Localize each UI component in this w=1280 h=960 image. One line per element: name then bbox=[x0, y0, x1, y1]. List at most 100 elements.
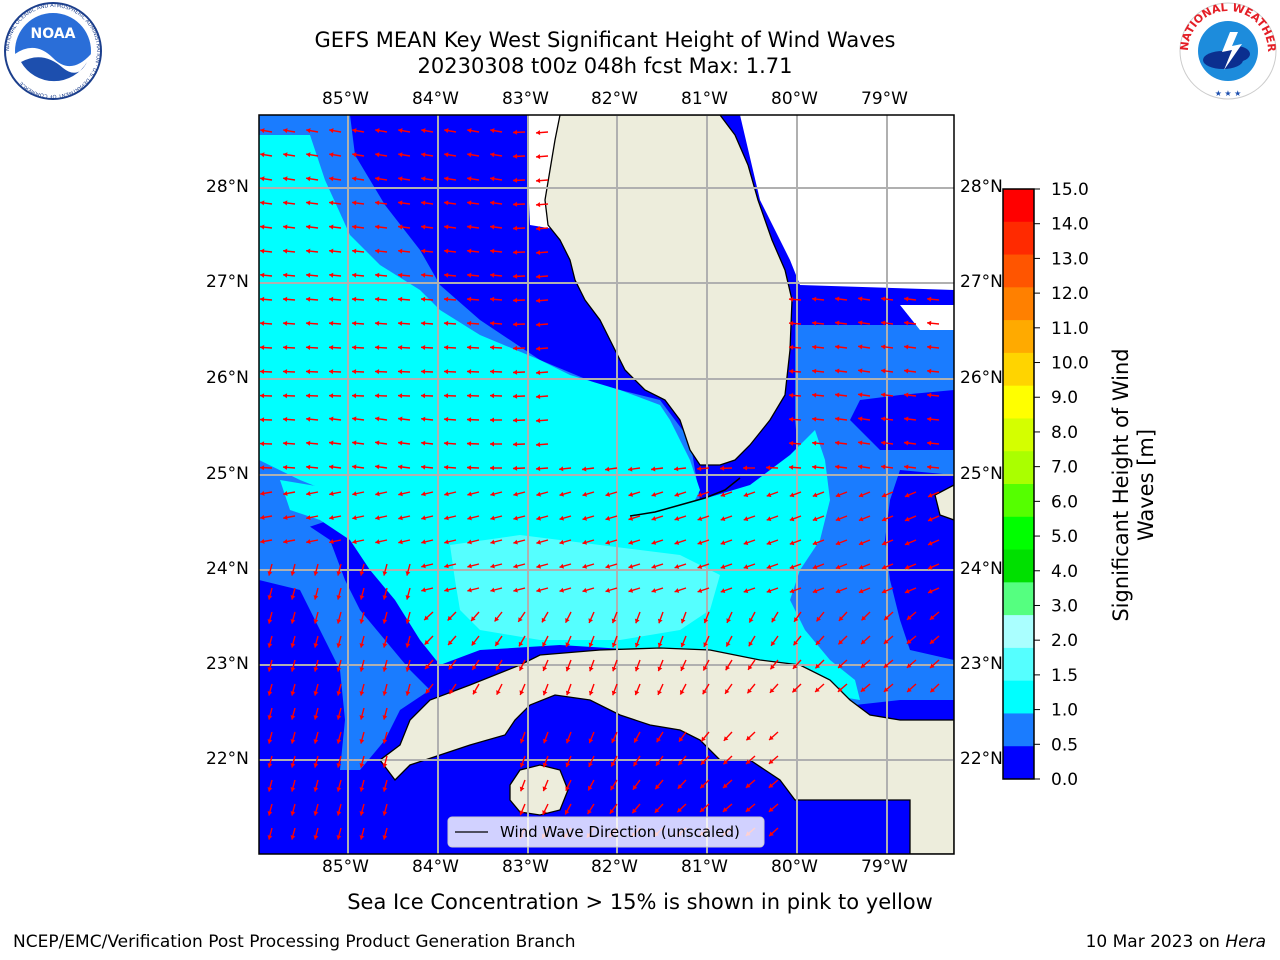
lon-label-bottom: 84°W bbox=[412, 857, 459, 877]
wave-direction-arrowhead bbox=[267, 787, 273, 792]
wave-direction-arrowhead bbox=[313, 715, 319, 720]
wave-direction-arrowhead bbox=[444, 176, 449, 182]
wave-direction-arrowhead bbox=[697, 516, 703, 521]
wave-direction-arrowhead bbox=[858, 564, 864, 570]
wave-direction-arrowhead bbox=[267, 811, 273, 816]
wave-direction-arrowhead bbox=[421, 296, 426, 302]
wave-direction-arrowhead bbox=[812, 464, 817, 470]
wave-direction-arrowhead bbox=[398, 369, 403, 375]
wave-direction-arrowhead bbox=[674, 540, 680, 545]
wave-direction-arrowhead bbox=[421, 248, 426, 254]
wave-direction-arrowhead bbox=[722, 807, 728, 812]
wave-direction-arrowhead bbox=[336, 595, 342, 600]
wave-direction-arrowhead bbox=[329, 320, 334, 326]
wave-direction-arrowhead bbox=[657, 618, 663, 624]
wave-direction-arrowhead bbox=[421, 539, 426, 545]
chart-title: GEFS MEAN Key West Significant Height of… bbox=[230, 27, 980, 79]
no-data-region-bahamas bbox=[900, 305, 954, 330]
wave-direction-arrowhead bbox=[448, 664, 454, 670]
wave-direction-arrowhead bbox=[812, 516, 818, 522]
wave-direction-arrowhead bbox=[444, 515, 449, 521]
wave-band-1.0-1.5 bbox=[259, 135, 700, 515]
wave-direction-arrowhead bbox=[283, 345, 288, 350]
wave-direction-arrowhead bbox=[536, 226, 541, 232]
wave-direction-arrowhead bbox=[536, 298, 541, 304]
wave-direction-arrowhead bbox=[290, 691, 296, 696]
noaa-logo-text: NOAA bbox=[31, 26, 76, 42]
wave-direction-arrowhead bbox=[352, 539, 357, 545]
wave-direction-arrowhead bbox=[359, 763, 365, 768]
wave-direction-arrowhead bbox=[336, 715, 342, 720]
wave-direction-arrowhead bbox=[306, 345, 311, 350]
colorbar-label-line-2: Waves [m] bbox=[1134, 428, 1158, 542]
wave-direction-arrowhead bbox=[927, 392, 932, 398]
wave-direction-arrowhead bbox=[559, 466, 564, 472]
wave-direction-arrowhead bbox=[697, 466, 702, 472]
wave-direction-arrowhead bbox=[306, 272, 311, 278]
wave-direction-arrowhead bbox=[359, 595, 365, 600]
wave-direction-arrowhead bbox=[382, 739, 388, 744]
wave-direction-arrowhead bbox=[421, 393, 426, 399]
wave-direction-arrowhead bbox=[536, 563, 541, 569]
wave-direction-arrowhead bbox=[267, 835, 273, 840]
wave-direction-arrowhead bbox=[352, 296, 357, 302]
wave-direction-arrowhead bbox=[536, 154, 541, 160]
wave-direction-arrowhead bbox=[513, 153, 518, 159]
colorbar-tick-label: 6.0 bbox=[1051, 492, 1078, 512]
wave-direction-arrowhead bbox=[634, 737, 639, 743]
wave-direction-arrowhead bbox=[858, 540, 864, 546]
wave-direction-arrowhead bbox=[329, 200, 334, 206]
wave-direction-arrowhead bbox=[336, 811, 342, 816]
colorbar-swatch bbox=[1003, 320, 1034, 354]
wave-direction-arrowhead bbox=[513, 515, 518, 521]
wave-direction-arrowhead bbox=[930, 663, 935, 668]
wave-direction-arrowhead bbox=[769, 735, 774, 740]
colorbar-tick-label: 9.0 bbox=[1051, 388, 1078, 408]
wave-direction-arrowhead bbox=[260, 465, 265, 471]
wave-direction-arrowhead bbox=[519, 666, 524, 671]
wave-direction-arrowhead bbox=[283, 176, 288, 182]
wave-direction-arrowhead bbox=[536, 587, 541, 593]
wave-direction-arrowhead bbox=[352, 128, 357, 134]
wave-direction-arrowhead bbox=[633, 761, 638, 767]
wave-direction-arrowhead bbox=[605, 539, 611, 545]
wave-direction-arrowhead bbox=[792, 664, 798, 669]
wave-direction-arrowhead bbox=[542, 762, 548, 768]
lon-label-top: 79°W bbox=[861, 89, 908, 109]
wave-direction-arrowhead bbox=[746, 735, 751, 741]
wave-direction-arrowhead bbox=[651, 588, 657, 593]
wave-direction-arrowhead bbox=[749, 617, 754, 623]
wave-direction-arrowhead bbox=[536, 370, 541, 376]
wave-direction-arrowhead bbox=[283, 369, 288, 375]
wave-direction-arrowhead bbox=[283, 200, 288, 206]
wave-direction-arrowhead bbox=[306, 248, 311, 254]
wave-direction-arrowhead bbox=[881, 440, 886, 446]
wave-direction-arrowhead bbox=[588, 642, 594, 648]
wave-direction-arrowhead bbox=[398, 248, 403, 254]
wave-direction-arrowhead bbox=[766, 564, 772, 570]
colorbar-swatch bbox=[1003, 516, 1034, 551]
wave-direction-arrowhead bbox=[490, 152, 495, 158]
wave-direction-arrowhead bbox=[359, 739, 365, 744]
wave-direction-arrowhead bbox=[375, 515, 380, 521]
wave-direction-arrowhead bbox=[513, 225, 518, 231]
colorbar-tick-label: 1.0 bbox=[1051, 701, 1078, 721]
wave-direction-arrowhead bbox=[541, 617, 547, 623]
wave-band-0.5-1.0-south bbox=[259, 520, 430, 770]
wave-direction-arrowhead bbox=[306, 200, 311, 206]
wave-direction-arrowhead bbox=[467, 369, 472, 375]
wave-direction-arrowhead bbox=[490, 563, 495, 569]
wave-direction-arrowhead bbox=[267, 643, 273, 648]
wave-direction-arrowhead bbox=[375, 369, 380, 375]
wave-direction-arrowhead bbox=[858, 516, 864, 522]
wave-direction-arrowhead bbox=[283, 224, 288, 230]
wave-direction-arrowhead bbox=[700, 807, 705, 812]
wave-direction-arrowhead bbox=[467, 417, 472, 423]
colorbar-swatch bbox=[1003, 451, 1034, 485]
wave-direction-arrowhead bbox=[904, 464, 909, 470]
wave-direction-arrowhead bbox=[519, 762, 525, 768]
lat-label-left: 22°N bbox=[206, 749, 249, 769]
wave-direction-arrowhead bbox=[565, 666, 571, 672]
wave-direction-arrowhead bbox=[904, 296, 909, 302]
wave-direction-arrowhead bbox=[835, 368, 840, 374]
